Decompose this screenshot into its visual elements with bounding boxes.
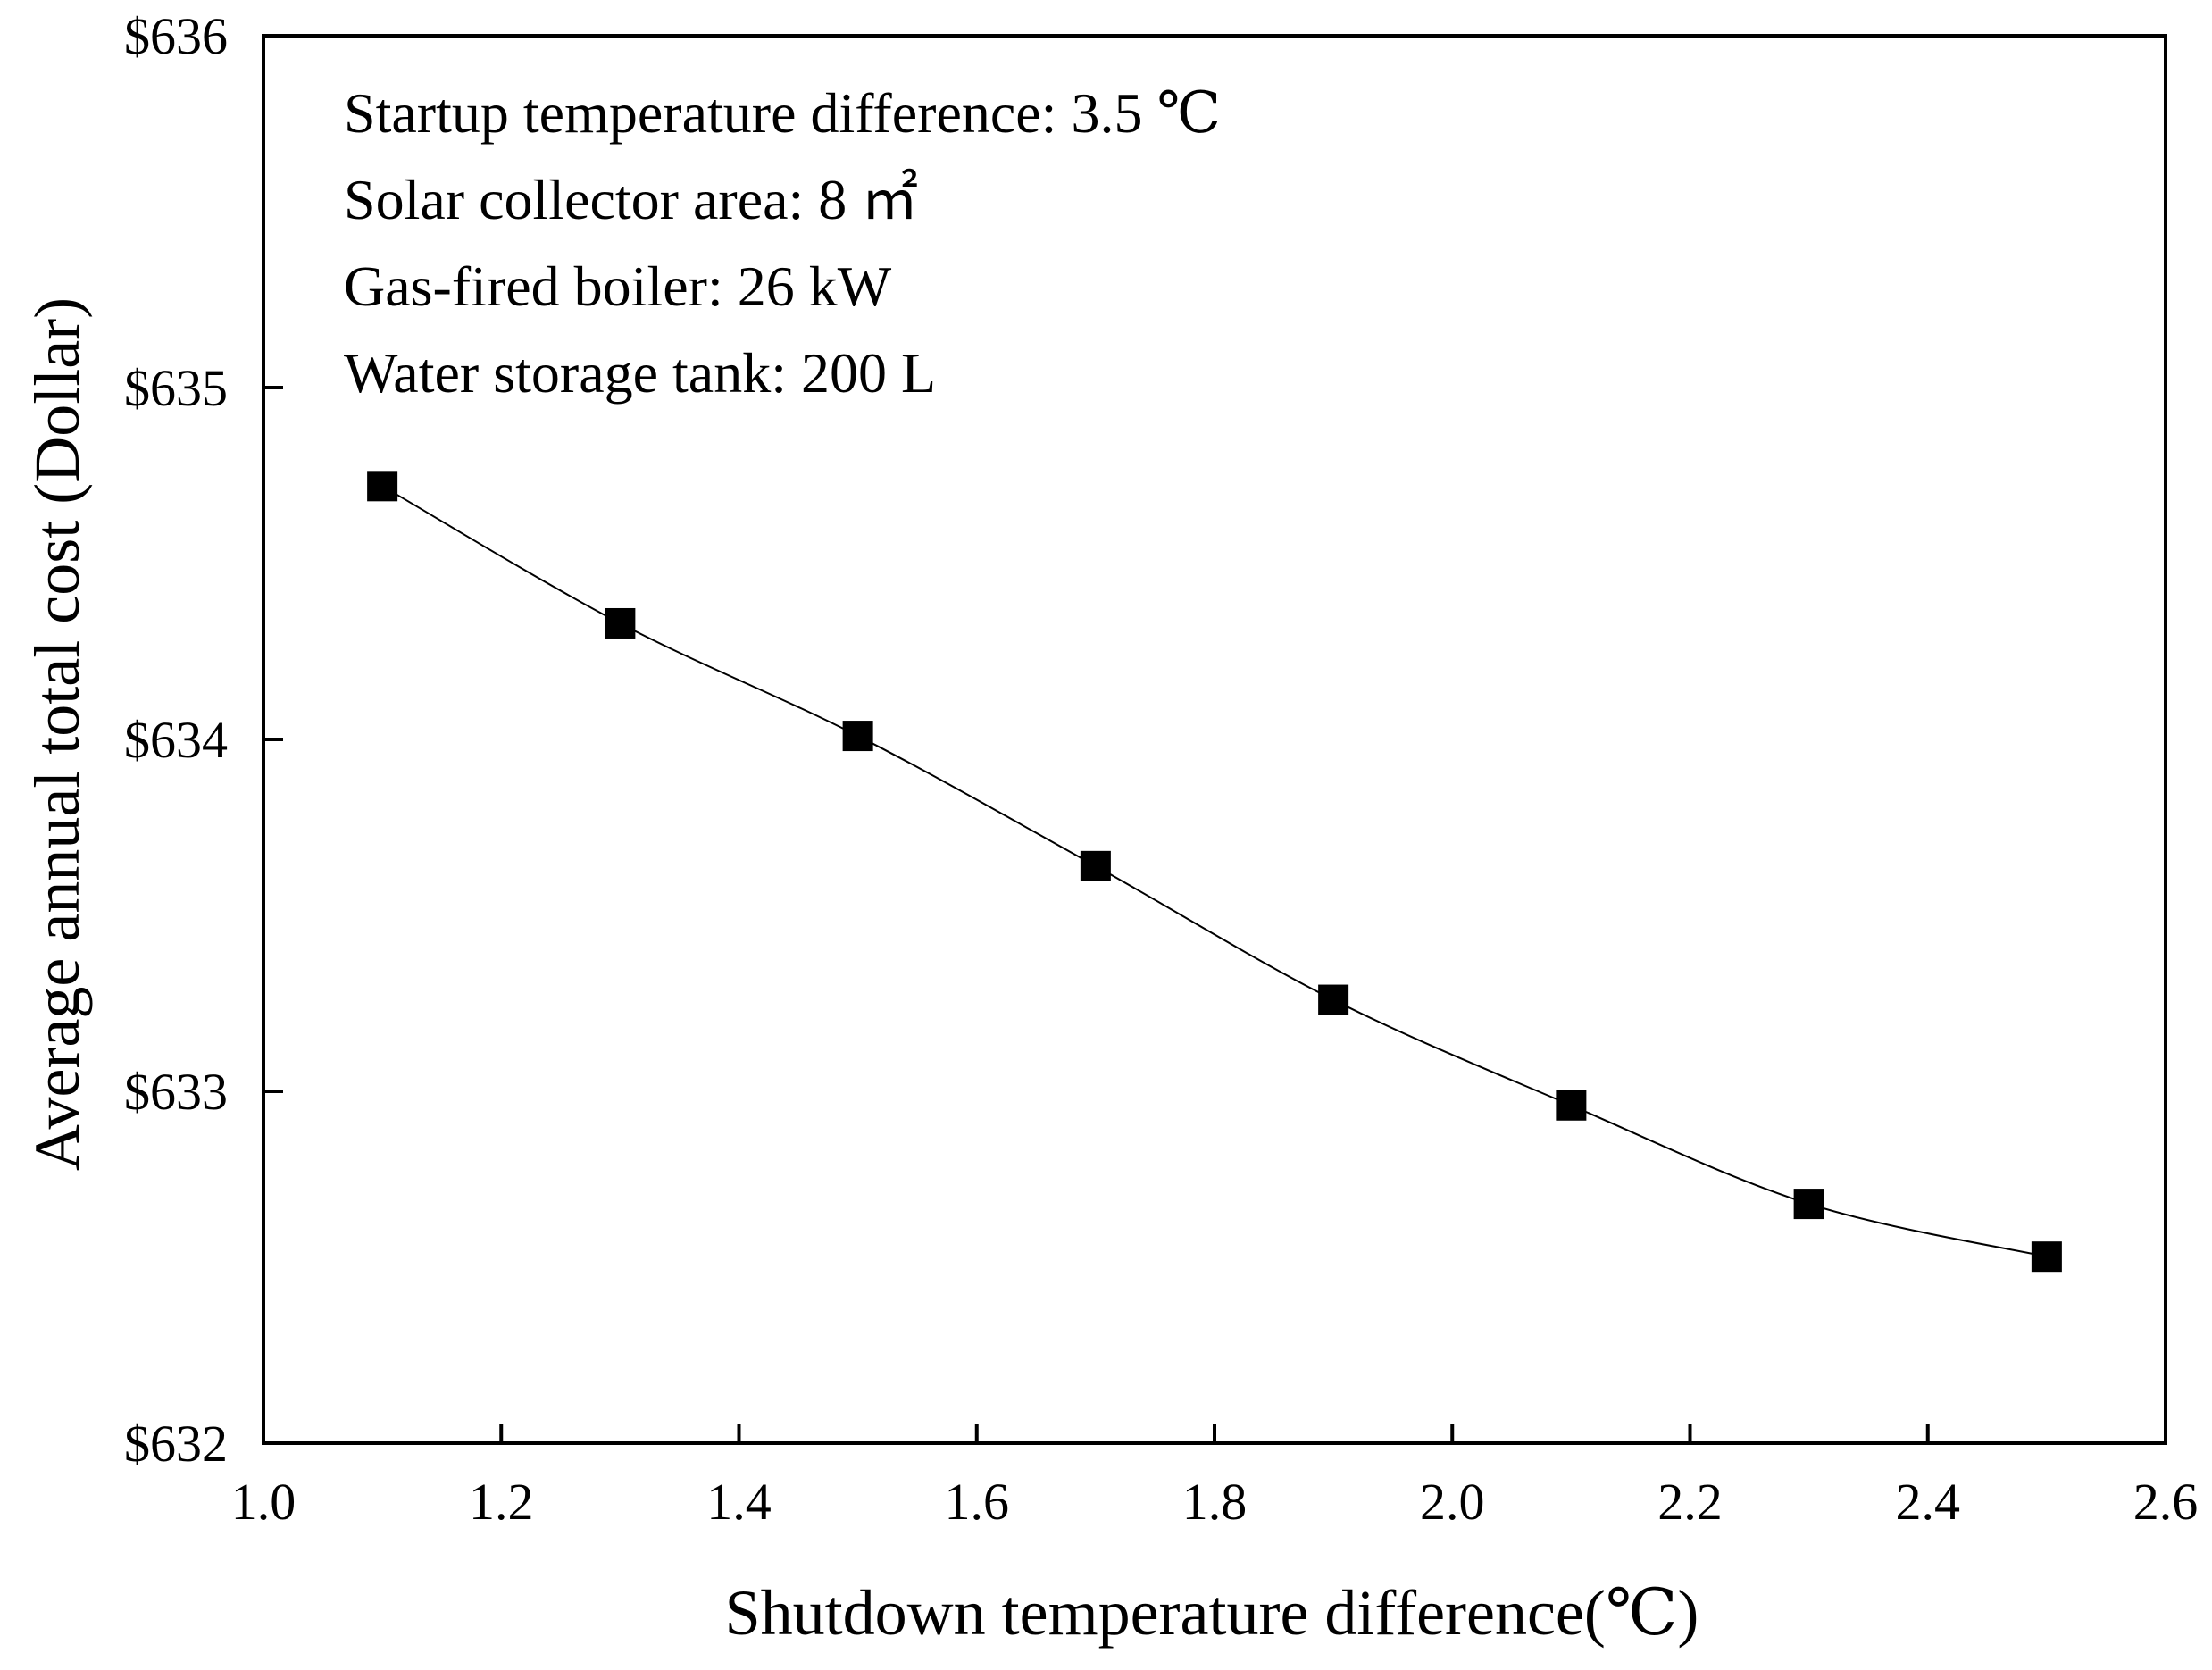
x-tick-label: 2.2 — [1657, 1473, 1723, 1531]
annotation-startup-temp: Startup temperature difference: 3.5 ℃ — [344, 81, 1221, 145]
x-tick-label: 2.0 — [1420, 1473, 1485, 1531]
annotation-boiler: Gas-fired boiler: 26 kW — [344, 255, 892, 318]
data-point-1.1 — [367, 471, 398, 502]
x-tick-label: 2.6 — [2133, 1473, 2199, 1531]
data-point-2.3 — [1793, 1189, 1824, 1220]
y-axis-tick-labels: $632 $633 $634 $635 $636 — [124, 7, 228, 1473]
y-tick-label: $634 — [124, 711, 228, 769]
data-point-1.3 — [605, 607, 636, 639]
x-tick-label: 1.2 — [469, 1473, 534, 1531]
data-point-1.7 — [1080, 850, 1111, 881]
x-tick-label: 2.4 — [1896, 1473, 1961, 1531]
x-axis-tick-labels: 1.0 1.2 1.4 1.6 1.8 2.0 2.2 2.4 2.6 — [231, 1473, 2199, 1531]
series-line — [381, 485, 2048, 1258]
x-tick-label: 1.4 — [706, 1473, 772, 1531]
annotation-collector-area: Solar collector area: 8 ㎡ — [344, 168, 918, 231]
y-axis-ticks — [263, 34, 283, 1445]
x-tick-label: 1.8 — [1182, 1473, 1248, 1531]
annotation-block: Startup temperature difference: 3.5 ℃ So… — [344, 81, 1221, 405]
x-axis-ticks — [262, 1424, 2167, 1443]
y-axis-title: Average annual total cost (Dollar) — [21, 297, 93, 1171]
data-point-2.1 — [1556, 1090, 1587, 1121]
y-tick-label: $635 — [124, 359, 228, 417]
data-point-2.5 — [2031, 1241, 2062, 1273]
data-point-1.5 — [842, 721, 873, 752]
y-tick-label: $632 — [124, 1415, 228, 1473]
data-point-1.9 — [1318, 984, 1349, 1015]
annotation-storage-tank: Water storage tank: 200 L — [344, 341, 936, 405]
y-tick-label: $636 — [124, 7, 228, 65]
x-axis-title: Shutdown temperature difference(℃) — [725, 1577, 1699, 1649]
series-markers — [367, 471, 2062, 1273]
y-tick-label: $633 — [124, 1063, 228, 1121]
x-tick-label: 1.0 — [231, 1473, 296, 1531]
x-tick-label: 1.6 — [945, 1473, 1010, 1531]
